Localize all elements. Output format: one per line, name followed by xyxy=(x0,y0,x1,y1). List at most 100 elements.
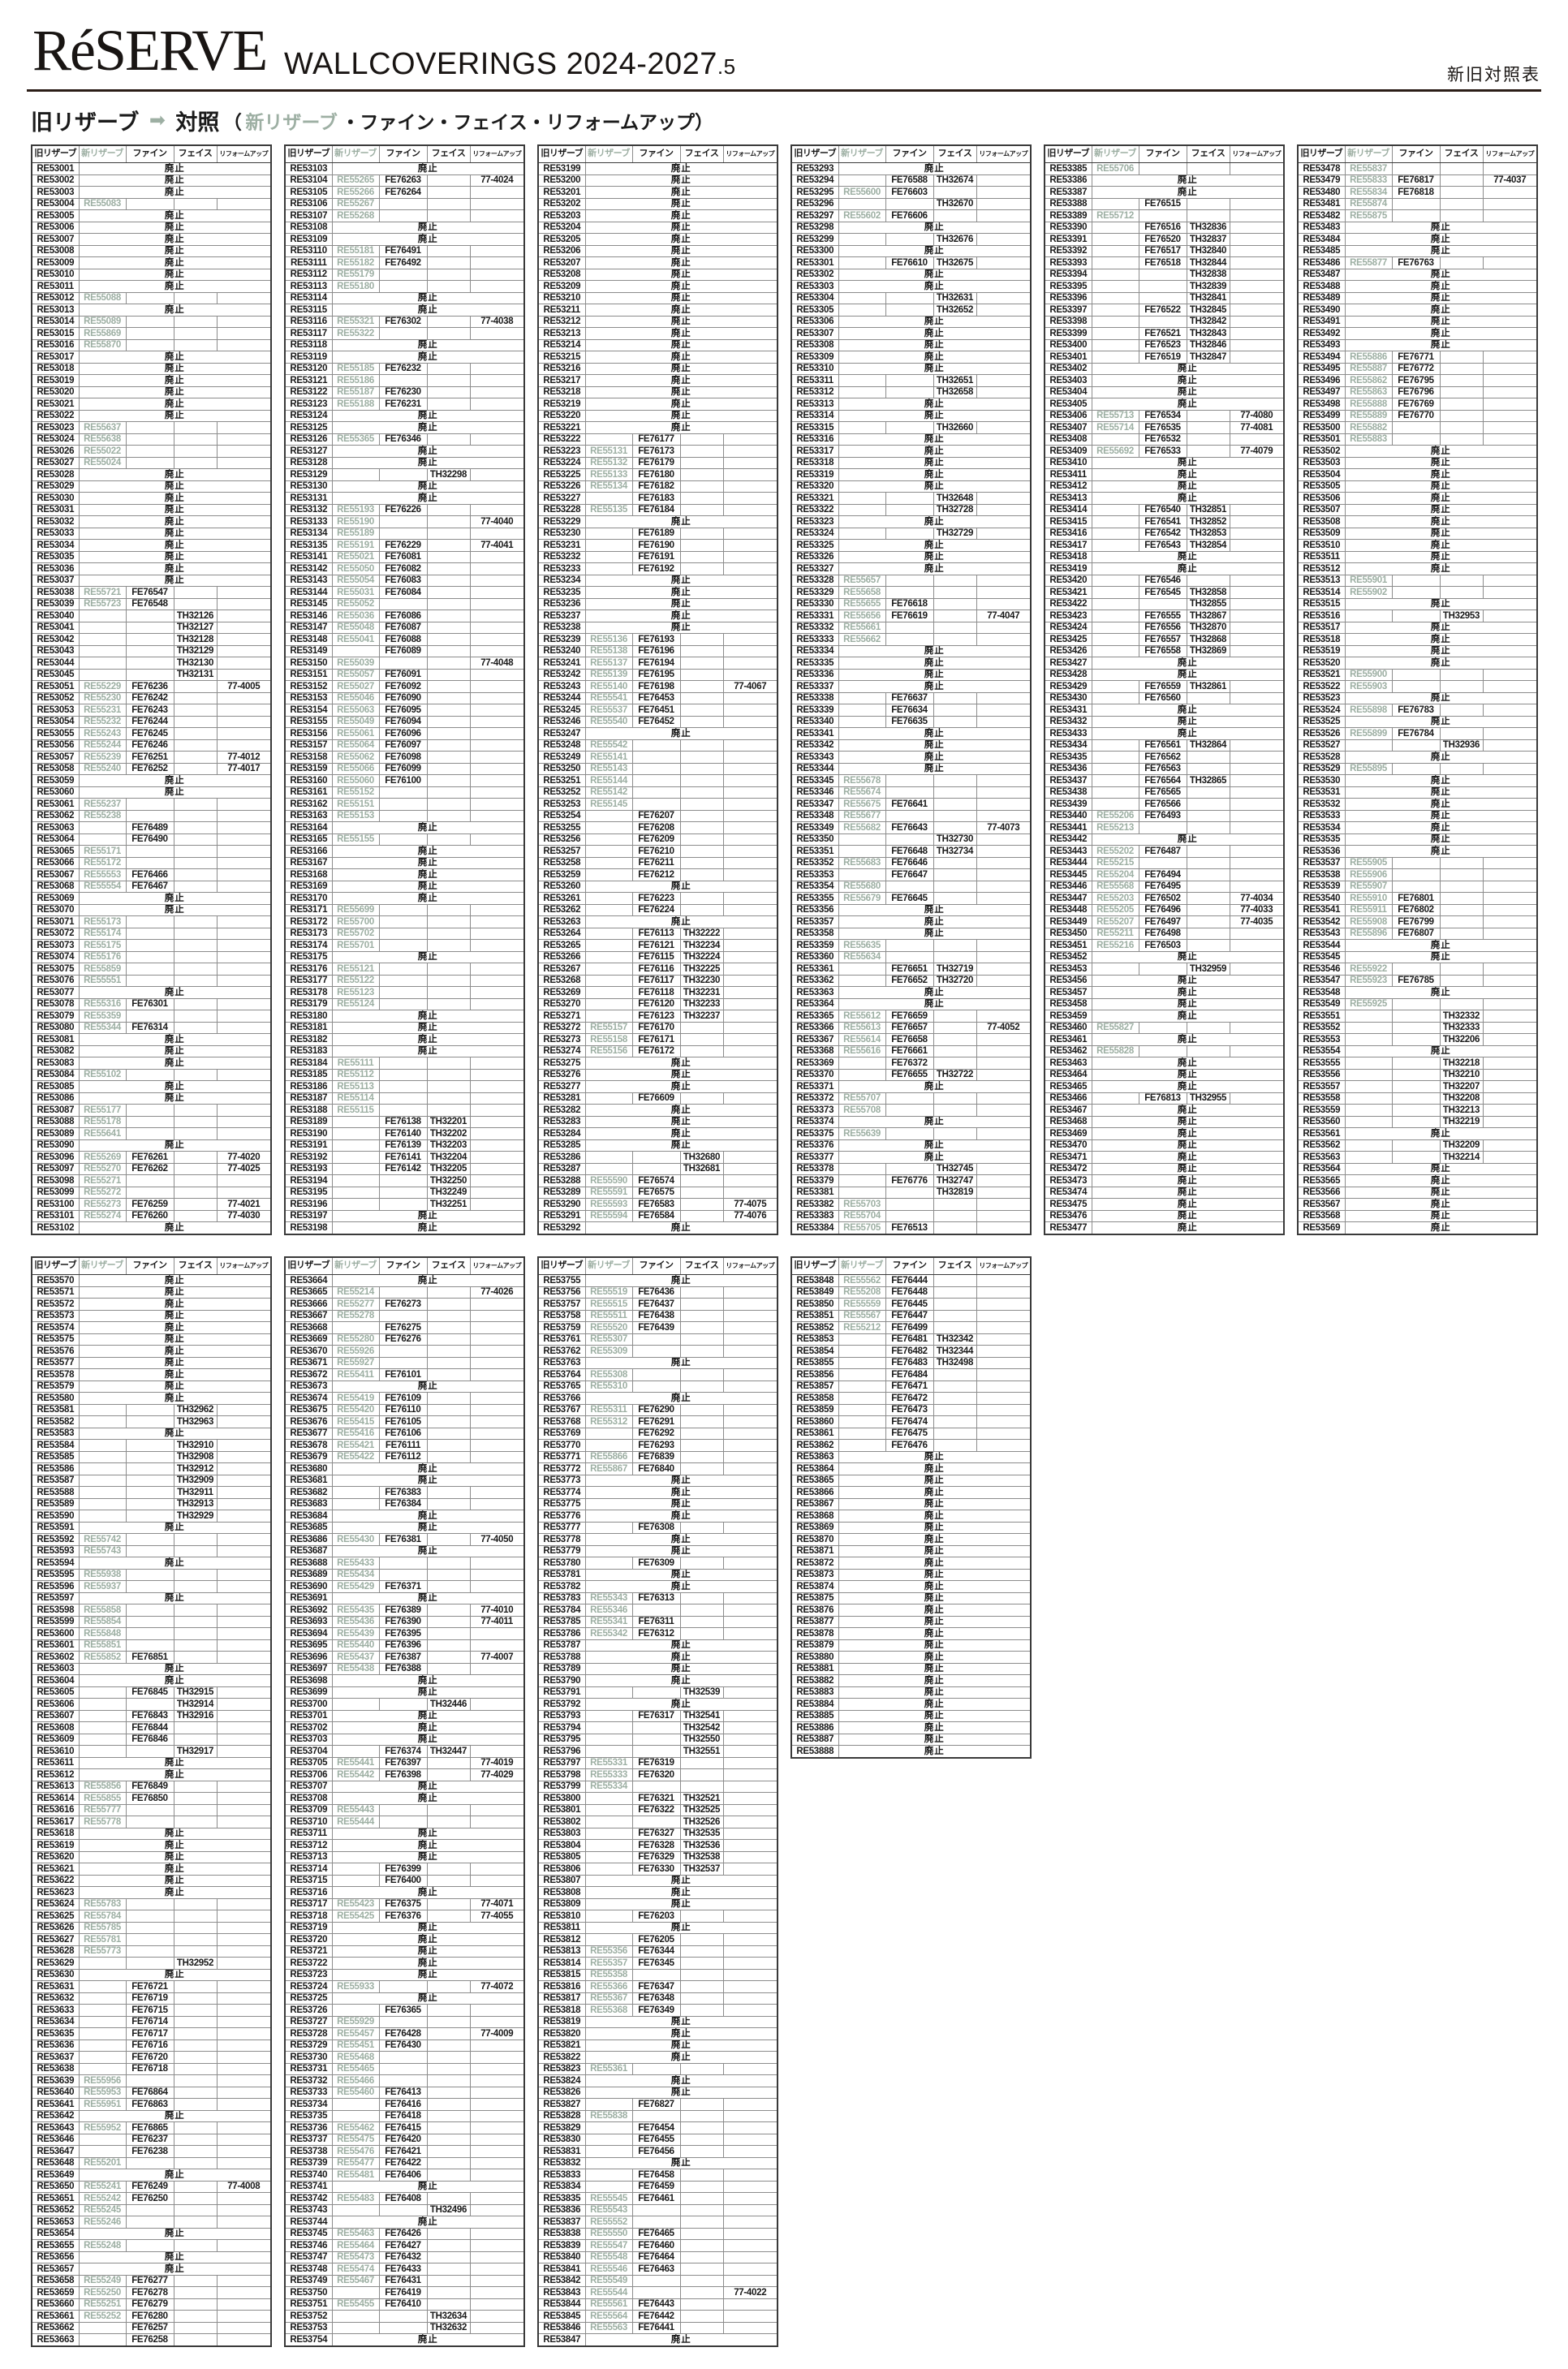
fine-code-cell xyxy=(631,2062,681,2075)
face-code-cell xyxy=(426,1321,471,1334)
fine-code-cell xyxy=(125,657,174,670)
old-code-cell: RE53684 xyxy=(284,1510,333,1523)
new-code-cell: RE55926 xyxy=(331,1345,380,1358)
discontinued-cell: 廃止 xyxy=(78,1968,272,1981)
old-code-cell: RE53850 xyxy=(790,1298,839,1311)
old-code-cell: RE53111 xyxy=(284,256,333,269)
new-code-cell xyxy=(584,833,633,846)
fine-code-cell: FE76661 xyxy=(885,1045,934,1057)
table-row: RE53853 FE76481 TH32342 xyxy=(790,1333,1032,1346)
face-code-cell xyxy=(679,1345,724,1358)
old-code-cell: RE53188 xyxy=(284,1104,333,1117)
reformup-code-cell xyxy=(722,2180,778,2193)
fine-code-cell: FE76519 xyxy=(1138,351,1187,364)
fine-code-cell: FE76317 xyxy=(631,1709,681,1722)
reformup-code-cell xyxy=(1482,1092,1538,1105)
face-code-cell xyxy=(426,1980,471,1993)
old-code-cell: RE53297 xyxy=(790,209,839,222)
table-row: RE53510 廃止 xyxy=(1297,539,1538,552)
discontinued-cell: 廃止 xyxy=(1091,986,1285,999)
new-code-cell: RE55310 xyxy=(584,1380,633,1393)
table-row: RE53791 TH32539 xyxy=(537,1686,778,1699)
reformup-code-cell xyxy=(216,2145,272,2158)
reformup-code-cell xyxy=(1229,880,1285,893)
new-code-cell: RE55721 xyxy=(78,586,127,599)
fine-code-cell: FE76454 xyxy=(631,2121,681,2134)
reformup-code-cell xyxy=(469,1662,525,1675)
column-header: 新リザーブ xyxy=(584,1256,633,1275)
table-row: RE53827 FE76827 xyxy=(537,2098,778,2111)
reformup-code-cell xyxy=(722,2169,778,2182)
fine-code-cell xyxy=(125,1462,174,1475)
reformup-code-cell: 77-4081 xyxy=(1229,421,1285,434)
fine-code-cell: FE76456 xyxy=(631,2145,681,2158)
fine-code-cell: FE76205 xyxy=(631,1933,681,1946)
fine-code-cell xyxy=(885,197,934,210)
old-code-cell: RE53445 xyxy=(1044,868,1092,881)
reformup-code-cell xyxy=(722,456,778,469)
table-row: RE53229 廃止 xyxy=(537,515,778,528)
reformup-code-cell xyxy=(1229,1021,1285,1034)
fine-code-cell xyxy=(378,1568,428,1581)
table-row: RE53509 廃止 xyxy=(1297,527,1538,540)
discontinued-cell: 廃止 xyxy=(78,1592,272,1604)
reformup-code-cell xyxy=(722,1945,778,1958)
new-code-cell: RE55102 xyxy=(78,1068,127,1081)
fine-code-cell xyxy=(125,609,174,622)
old-code-cell: RE53759 xyxy=(537,1321,586,1334)
new-code-cell xyxy=(584,1151,633,1164)
discontinued-cell: 廃止 xyxy=(1344,562,1538,575)
old-code-cell: RE53438 xyxy=(1044,786,1092,799)
fine-code-cell: FE76173 xyxy=(631,445,681,458)
reformup-code-cell xyxy=(469,833,525,846)
old-code-cell: RE53393 xyxy=(1044,256,1092,269)
old-code-cell: RE53086 xyxy=(31,1092,80,1105)
face-code-cell: TH32237 xyxy=(679,1010,724,1023)
fine-code-cell xyxy=(125,433,174,446)
face-code-cell: TH32298 xyxy=(426,468,471,481)
table-row: RE53357 廃止 xyxy=(790,915,1032,928)
new-code-cell: RE55678 xyxy=(838,774,886,787)
fine-code-cell xyxy=(378,2321,428,2334)
reformup-code-cell xyxy=(722,492,778,505)
old-code-cell: RE53486 xyxy=(1297,256,1346,269)
table-row: RE53006 廃止 xyxy=(31,221,272,234)
discontinued-cell: 廃止 xyxy=(331,856,525,869)
face-code-cell: TH32250 xyxy=(426,1174,471,1187)
new-code-cell xyxy=(1091,233,1139,246)
old-code-cell: RE53173 xyxy=(284,927,333,940)
table-row: RE53520 廃止 xyxy=(1297,657,1538,670)
face-code-cell: TH32720 xyxy=(933,974,977,987)
face-code-cell xyxy=(933,1010,977,1023)
table-row: RE53257 FE76210 xyxy=(537,845,778,858)
table-row: RE53637 FE76720 xyxy=(31,2051,272,2064)
old-code-cell: RE53106 xyxy=(284,197,333,210)
discontinued-cell: 廃止 xyxy=(78,1768,272,1781)
fine-code-cell: FE76212 xyxy=(631,868,681,881)
old-code-cell: RE53408 xyxy=(1044,433,1092,446)
arrow-icon: ➡ xyxy=(149,110,166,131)
fine-code-cell: FE76658 xyxy=(885,1033,934,1046)
new-code-cell xyxy=(838,1380,886,1393)
face-code-cell xyxy=(679,433,724,446)
fine-code-cell: FE76092 xyxy=(378,680,428,693)
face-code-cell xyxy=(173,2133,218,2146)
face-code-cell xyxy=(1186,915,1230,928)
discontinued-cell: 廃止 xyxy=(584,315,778,328)
fine-code-cell xyxy=(125,1639,174,1652)
reformup-code-cell xyxy=(1229,539,1285,552)
fine-code-cell: FE76535 xyxy=(1138,421,1187,434)
reformup-code-cell xyxy=(216,1544,272,1557)
fine-code-cell xyxy=(378,209,428,222)
discontinued-cell: 廃止 xyxy=(838,1450,1032,1463)
old-code-cell: RE53574 xyxy=(31,1321,80,1334)
fine-code-cell xyxy=(885,386,934,398)
new-code-cell: RE55475 xyxy=(331,2133,380,2146)
fine-code-cell: FE76413 xyxy=(378,2086,428,2099)
face-code-cell: TH32233 xyxy=(679,997,724,1010)
fine-code-cell: FE76172 xyxy=(631,1045,681,1057)
reformup-code-cell xyxy=(976,856,1032,869)
old-code-cell: RE53318 xyxy=(790,456,839,469)
old-code-cell: RE53028 xyxy=(31,468,80,481)
fine-code-cell: FE76817 xyxy=(1391,174,1441,187)
